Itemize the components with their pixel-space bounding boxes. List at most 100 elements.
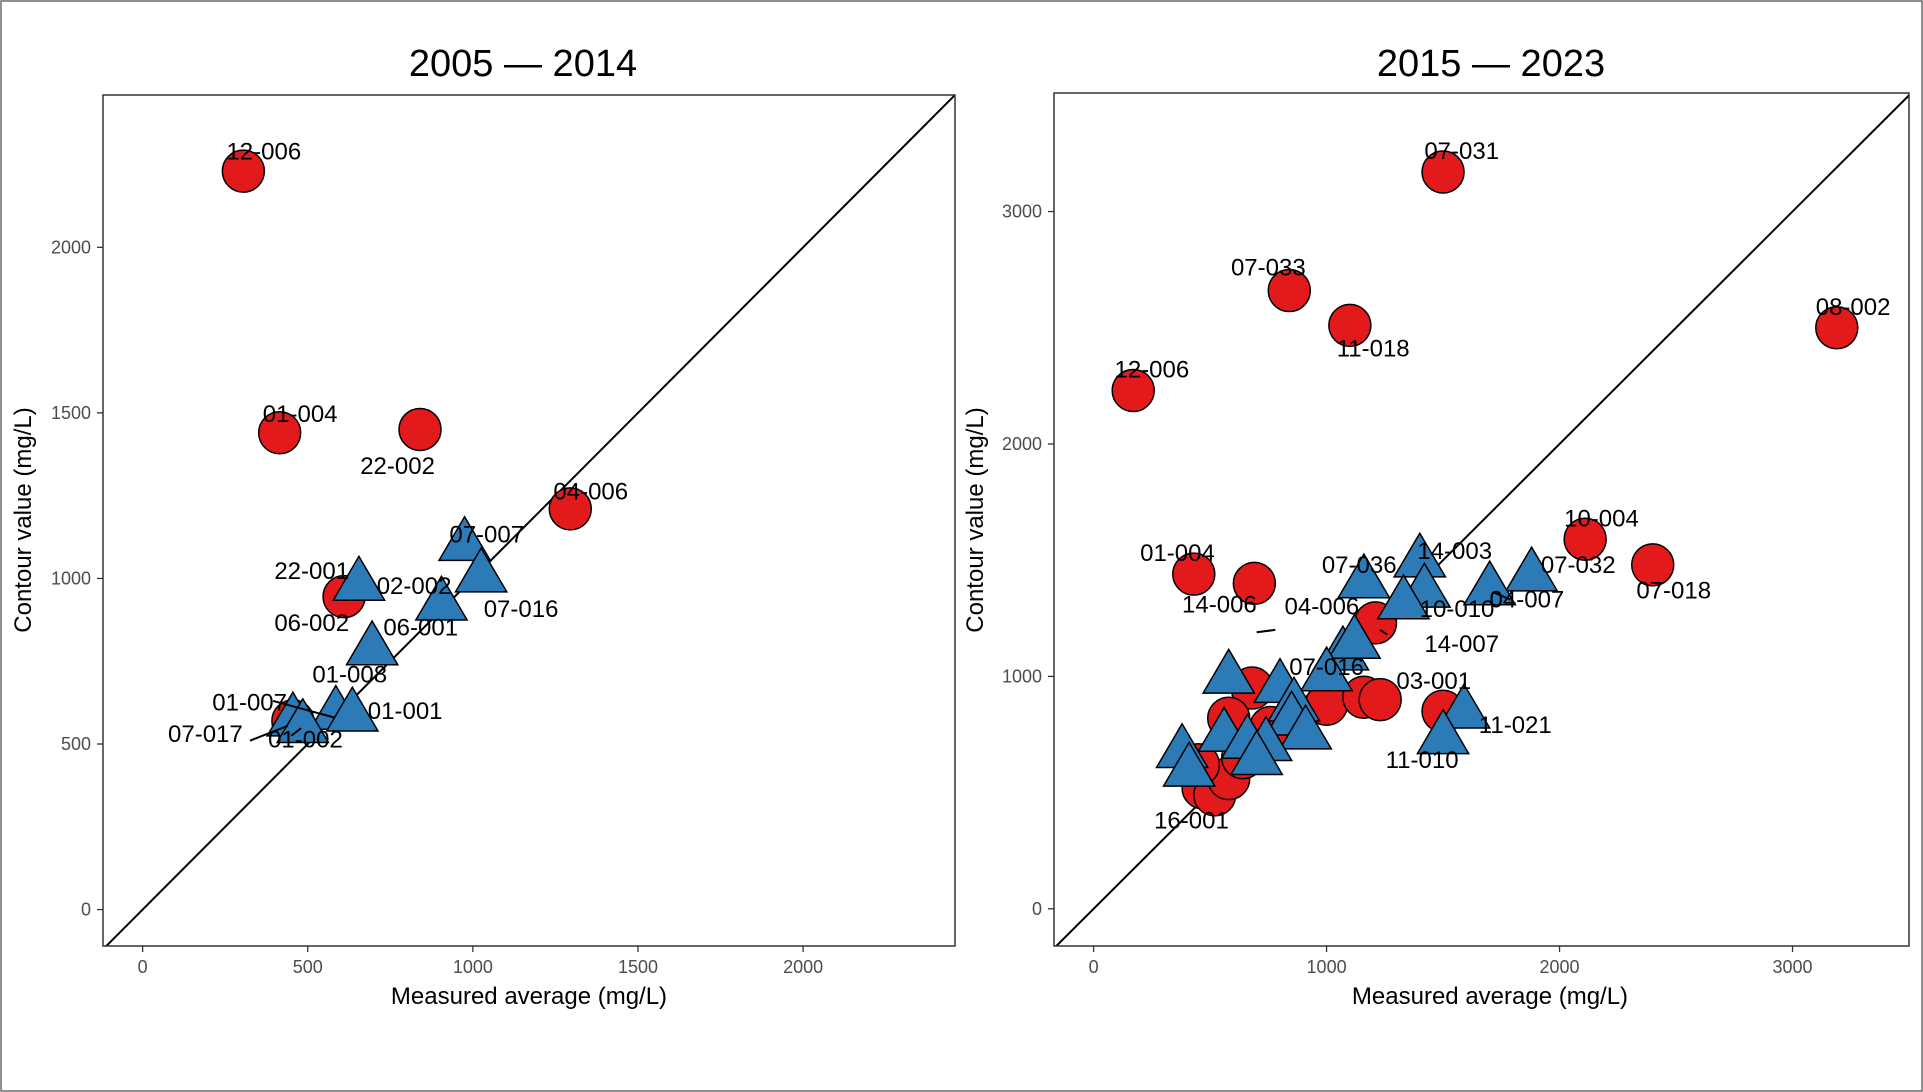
below-point xyxy=(1278,703,1333,750)
point-label: 22-001 xyxy=(274,558,349,585)
point-label: 11-010 xyxy=(1386,747,1459,774)
below-point xyxy=(1201,647,1256,694)
y-tick-label: 500 xyxy=(61,734,91,754)
below-point xyxy=(331,554,386,601)
point-label: 04-006 xyxy=(553,479,628,506)
y-tick-label: 3000 xyxy=(1002,202,1042,222)
above-point xyxy=(1267,268,1312,313)
label-leader-line xyxy=(1379,629,1388,636)
below-point xyxy=(1462,559,1517,606)
data-marks xyxy=(104,95,955,946)
point-label: 14-007 xyxy=(1424,631,1499,658)
point-label: 01-002 xyxy=(268,727,343,754)
point-label: 07-032 xyxy=(1541,552,1616,579)
point-label: 07-007 xyxy=(449,522,524,549)
panel-right-x-axis-title: Measured average (mg/L) xyxy=(1352,983,1628,1010)
point-label: 12-006 xyxy=(226,139,301,166)
x-tick-label: 0 xyxy=(1089,957,1099,977)
above-point xyxy=(257,411,302,455)
x-tick-label: 2000 xyxy=(783,957,823,977)
below-point xyxy=(1416,708,1471,755)
point-label: 01-004 xyxy=(1140,540,1215,567)
below-point xyxy=(1437,682,1492,729)
x-tick-label: 3000 xyxy=(1772,957,1812,977)
panel-right: 2015 — 2023 0 1000 2000 3000 0 1000 2000 3000 07… xyxy=(962,43,1910,1010)
x-tick-label: 1500 xyxy=(618,957,658,977)
above-point xyxy=(1328,303,1372,348)
above-point xyxy=(1172,552,1216,596)
point-label: 04-007 xyxy=(1490,587,1565,614)
point-label: 03-001 xyxy=(1396,668,1471,695)
below-point xyxy=(1327,613,1382,660)
below-point xyxy=(1504,545,1559,592)
below-point xyxy=(437,515,492,562)
above-point xyxy=(221,149,266,193)
label-leader-line xyxy=(290,727,302,737)
point-label: 16-001 xyxy=(1154,807,1229,834)
y-tick-label: 1000 xyxy=(1002,666,1042,686)
above-point xyxy=(1358,677,1402,722)
point-label: 14-003 xyxy=(1417,538,1492,565)
label-leader-line xyxy=(249,724,289,742)
below-point xyxy=(414,574,469,621)
x-tick-label: 2000 xyxy=(1540,957,1580,977)
point-label: 04-006 xyxy=(1285,594,1360,621)
point-label: 07-031 xyxy=(1424,138,1499,165)
point-label: 07-036 xyxy=(1322,552,1397,579)
panel-left: 2005 — 2014 0 500 1000 1500 2000 0 500 1000 1500… xyxy=(10,43,956,1010)
panel-right-plot-border xyxy=(1053,92,1910,947)
above-point xyxy=(398,407,442,452)
below-point xyxy=(1229,729,1284,776)
point-label: 02-002 xyxy=(377,573,452,600)
point-label: 07-033 xyxy=(1231,254,1306,281)
above-point xyxy=(1111,368,1155,413)
point-label: 10-010 xyxy=(1420,596,1495,623)
point-label: 14-006 xyxy=(1182,591,1257,618)
x-tick-label: 500 xyxy=(293,957,323,977)
data-marks xyxy=(1054,93,1909,946)
y-tick-label: 0 xyxy=(1032,899,1042,919)
below-point xyxy=(325,685,380,732)
below-point xyxy=(1336,552,1391,599)
panel-right-plot: 0 1000 2000 3000 0 1000 2000 3000 07-031 07-033 11… xyxy=(1002,93,1909,977)
label-leader-line xyxy=(1493,591,1512,601)
label-leader-line xyxy=(1256,628,1276,634)
point-label: 08-002 xyxy=(1816,294,1891,321)
point-label: 01-004 xyxy=(263,401,338,428)
panel-left-y-axis-title: Contour value (mg/L) xyxy=(10,407,37,632)
point-label: 07-016 xyxy=(484,596,559,623)
y-tick-label: 2000 xyxy=(1002,434,1042,454)
point-label: 10-004 xyxy=(1564,505,1639,532)
point-label: 01-001 xyxy=(368,698,443,725)
point-label: 22-002 xyxy=(360,453,435,480)
point-label: 11-021 xyxy=(1479,712,1552,739)
y-tick-label: 2000 xyxy=(51,237,91,257)
above-point xyxy=(1563,517,1607,562)
above-point xyxy=(1232,561,1277,606)
y-tick-label: 1500 xyxy=(51,403,91,423)
below-point xyxy=(454,546,509,593)
y-tick-label: 1000 xyxy=(51,568,91,588)
point-label: 01-008 xyxy=(312,661,387,688)
panel-left-plot-border xyxy=(102,94,956,947)
below-point xyxy=(1162,740,1217,787)
point-label: 01-007 xyxy=(212,690,287,717)
point-label: 07-017 xyxy=(168,721,243,748)
identity-line xyxy=(104,95,955,946)
below-point xyxy=(1376,573,1431,620)
point-label: 12-006 xyxy=(1114,357,1189,384)
x-tick-label: 0 xyxy=(138,957,148,977)
x-tick-label: 1000 xyxy=(453,957,493,977)
below-point xyxy=(345,619,400,666)
panel-left-x-axis-title: Measured average (mg/L) xyxy=(391,983,667,1010)
above-point xyxy=(1815,305,1859,350)
label-leader-line xyxy=(272,699,335,719)
point-label: 07-016 xyxy=(1289,654,1364,681)
x-tick-label: 1000 xyxy=(1307,957,1347,977)
panel-right-title: 2015 — 2023 xyxy=(1377,43,1605,85)
point-label: 07-018 xyxy=(1636,577,1711,604)
above-point xyxy=(1421,150,1465,194)
y-tick-label: 0 xyxy=(81,900,91,920)
